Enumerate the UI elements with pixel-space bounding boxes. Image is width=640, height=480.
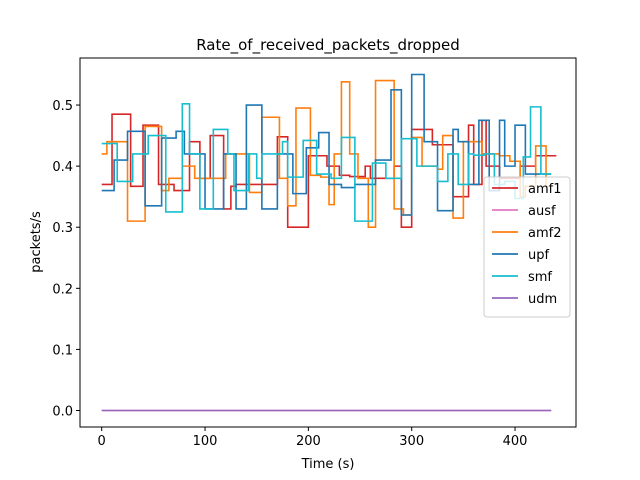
x-tick-label: 300 [399,434,424,449]
legend-label-udm: udm [528,292,557,307]
series-line-upf [101,73,552,216]
legend: amf1 ausf amf2 upf smf udm [483,176,571,318]
x-tick-label: 400 [503,434,528,449]
x-tick-label: 0 [98,434,106,449]
y-axis-label: packets/s [29,211,44,273]
y-tick-label: 0.5 [52,99,73,114]
x-axis: 0 100 200 300 400 [98,427,528,449]
x-axis-label: Time (s) [301,457,355,472]
series-layer [101,73,557,412]
chart-title: Rate_of_received_packets_dropped [196,36,460,55]
legend-label-ausf: ausf [528,204,556,219]
y-tick-label: 0.4 [52,160,73,175]
legend-label-amf1: amf1 [528,182,561,197]
legend-label-upf: upf [528,248,549,263]
x-tick-label: 100 [193,434,218,449]
series-line-smf [101,103,552,222]
legend-label-smf: smf [528,270,552,285]
legend-label-amf2: amf2 [528,226,561,241]
plot-frame [79,57,577,428]
x-tick-label: 200 [296,434,321,449]
y-tick-label: 0.2 [52,282,73,297]
y-tick-label: 0.3 [52,221,73,236]
y-tick-label: 0.1 [52,343,73,358]
y-tick-label: 0.0 [52,405,73,420]
legend-box [483,176,571,318]
y-axis: 0.0 0.1 0.2 0.3 0.4 0.5 [52,99,80,420]
